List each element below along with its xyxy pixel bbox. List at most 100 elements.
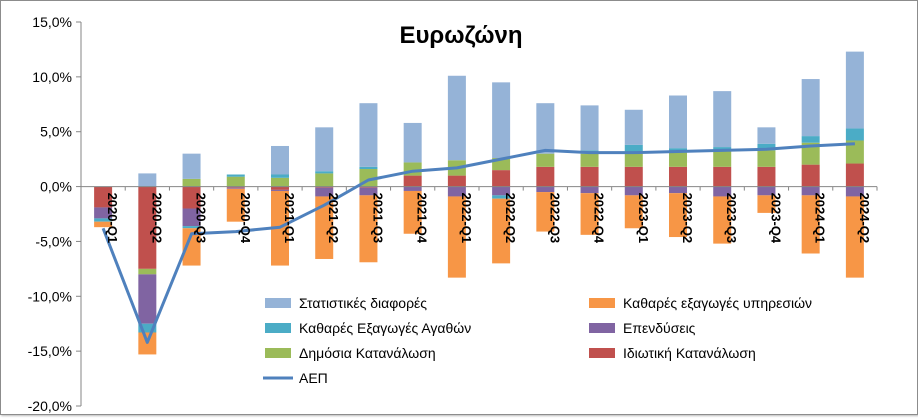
bar-segment — [757, 127, 776, 144]
bar-segment — [182, 226, 201, 229]
bar-segment — [359, 186, 378, 188]
legend-swatch — [589, 298, 615, 308]
bar-segment — [624, 166, 643, 187]
bar-segment — [492, 186, 511, 196]
legend-label: Επενδύσεις — [623, 320, 696, 336]
bar-segment — [580, 193, 599, 235]
bar-segment — [94, 218, 113, 222]
bar-segment — [447, 186, 466, 197]
x-tick-label: 2022-Q4 — [592, 193, 607, 244]
bar-segment — [403, 186, 422, 191]
bar-segment — [624, 144, 643, 154]
bar-segment — [403, 122, 422, 163]
bar-segment — [801, 164, 820, 187]
bar-segment — [801, 186, 820, 196]
bar-segment — [801, 142, 820, 165]
y-tick-label: -15,0% — [28, 343, 72, 359]
x-tick-label: 2020-Q4 — [238, 193, 253, 244]
bar-segment — [845, 196, 864, 278]
legend: Στατιστικές διαφορές Καθαρές εξαγωγές υπη… — [263, 295, 812, 386]
x-tick-label: 2023-Q4 — [768, 193, 783, 244]
bar-segment — [315, 127, 334, 172]
x-tick-label: 2020-Q3 — [194, 193, 209, 244]
bar-segment — [492, 195, 511, 199]
bar-segment — [182, 153, 201, 179]
bar-segment — [226, 174, 245, 177]
bar-segment — [182, 186, 201, 209]
bar-segment — [226, 187, 245, 189]
bar-segment — [315, 186, 334, 188]
bar-segment — [447, 75, 466, 161]
legend-label: ΑΕΠ — [299, 370, 328, 386]
x-tick-label: 2022-Q1 — [459, 193, 474, 244]
legend-swatch — [265, 323, 291, 333]
bar-segment — [315, 173, 334, 187]
bars-layer — [94, 51, 864, 355]
y-tick-label: -10,0% — [28, 288, 72, 304]
bar-segment — [845, 128, 864, 141]
x-tick-label: 2023-Q3 — [724, 193, 739, 244]
bar-segment — [713, 91, 732, 148]
bar-segment — [182, 178, 201, 187]
bar-segment — [138, 268, 157, 275]
bar-segment — [713, 196, 732, 244]
bar-segment — [359, 166, 378, 170]
y-tick-label: 5,0% — [40, 124, 72, 140]
chart-title: Ευρωζώνη — [399, 22, 522, 49]
bar-segment — [845, 186, 864, 197]
legend-label: Ιδιωτική Κατανάλωση — [623, 345, 756, 361]
bar-segment — [182, 208, 201, 227]
x-tick-label: 2022-Q2 — [503, 193, 518, 244]
y-tick-label: -20,0% — [28, 398, 72, 414]
bar-segment — [669, 186, 687, 194]
legend-label: Καθαρές Εξαγωγές Αγαθών — [299, 320, 471, 336]
x-tick-labels: 2020-Q1 2020-Q2 2020-Q3 2020-Q4 2021-Q1 2021-… — [105, 193, 872, 244]
bar-segment — [138, 323, 157, 333]
bar-segment — [271, 189, 289, 191]
gdp-line-layer — [101, 142, 855, 344]
bar-segment — [536, 192, 555, 232]
legend-label: Δημόσια Κατανάλωση — [299, 345, 436, 361]
bar-segment — [757, 195, 776, 213]
y-tick-label: 0,0% — [40, 179, 72, 195]
legend-swatch — [589, 323, 615, 333]
bar-segment — [226, 176, 245, 187]
bar-segment — [580, 105, 599, 151]
bar-segment — [403, 175, 422, 187]
bar-segment — [492, 170, 511, 187]
bar-segment — [359, 195, 378, 263]
bar-segment — [315, 187, 334, 197]
bar-segment — [669, 166, 687, 187]
legend-label: Στατιστικές διαφορές — [299, 295, 427, 311]
bar-segment — [138, 186, 157, 269]
x-tick-label: 2021-Q1 — [282, 193, 297, 244]
bar-segment — [801, 79, 820, 137]
x-tick-label: 2023-Q2 — [680, 193, 695, 244]
bar-segment — [669, 95, 687, 149]
bar-segment — [624, 153, 643, 167]
bar-segment — [447, 175, 466, 187]
bar-segment — [624, 195, 643, 229]
gdp-line — [101, 142, 855, 344]
legend-swatch — [589, 348, 615, 358]
bar-segment — [580, 153, 599, 167]
bar-segment — [359, 187, 378, 196]
bar-segment — [138, 173, 157, 187]
bar-segment — [271, 177, 289, 187]
bar-segment — [94, 221, 113, 228]
x-tick-label: 2023-Q1 — [636, 193, 651, 244]
bar-segment — [845, 140, 864, 164]
bar-segment — [536, 103, 555, 154]
bar-segment — [138, 274, 157, 324]
bar-segment — [669, 193, 687, 238]
x-tick-label: 2021-Q2 — [326, 193, 341, 244]
x-tick-label: 2021-Q4 — [415, 193, 430, 244]
bar-segment — [757, 150, 776, 167]
y-tick-label: -5,0% — [35, 233, 72, 249]
bar-segment — [713, 166, 732, 187]
bar-segment — [226, 188, 245, 222]
bar-segment — [315, 171, 334, 174]
bar-segment — [757, 186, 776, 196]
